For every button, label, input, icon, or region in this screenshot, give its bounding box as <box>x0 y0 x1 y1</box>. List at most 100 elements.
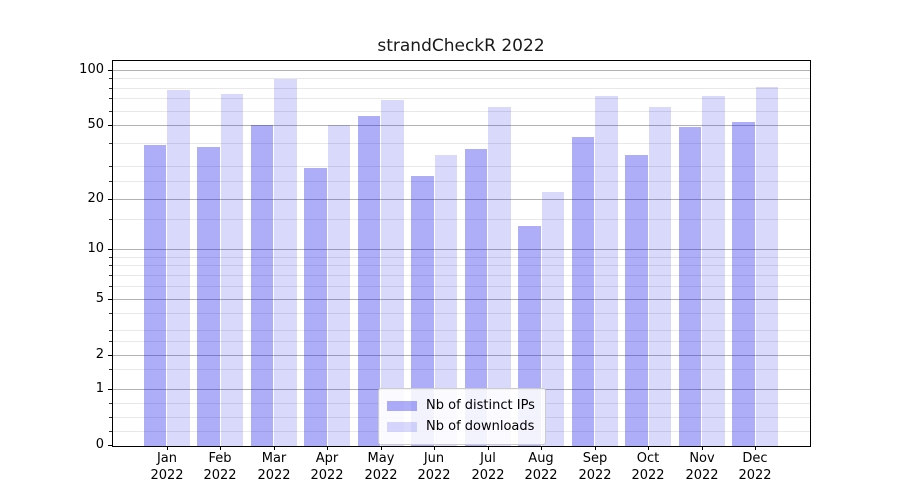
gridline-major <box>113 125 810 126</box>
legend-entry-nb-of-distinct-ips: Nb of distinct IPs <box>387 395 537 416</box>
y-minor-tick-mark <box>109 369 112 370</box>
x-label-month: Apr <box>315 451 339 466</box>
bar-jul-nb-of-distinct-ips <box>464 148 487 446</box>
bar-jun-nb-of-downloads <box>434 155 457 446</box>
bar-apr-nb-of-downloads <box>327 125 350 446</box>
x-label-year: 2022 <box>364 468 398 483</box>
y-minor-tick-mark <box>109 181 112 182</box>
bar-feb-nb-of-downloads <box>220 94 243 446</box>
y-minor-tick-mark <box>109 98 112 99</box>
legend-label-nb-of-distinct-ips: Nb of distinct IPs <box>426 398 535 413</box>
y-tick-label-0: 0 <box>95 437 104 452</box>
y-tick-label-50: 50 <box>87 117 104 132</box>
gridline-minor <box>113 111 810 112</box>
bar-jul-nb-of-downloads <box>488 107 511 446</box>
y-tick-mark <box>108 125 112 126</box>
x-label-year: 2022 <box>738 468 772 483</box>
y-minor-tick-mark <box>109 313 112 314</box>
gridline-minor <box>113 330 810 331</box>
y-tick-mark <box>108 199 112 200</box>
x-label-month: Sep <box>582 451 608 466</box>
x-label-month: Jul <box>480 451 496 466</box>
x-tick-mark <box>381 446 382 450</box>
y-tick-label-1: 1 <box>95 381 104 396</box>
gridline-minor <box>113 257 810 258</box>
x-label-year: 2022 <box>203 468 237 483</box>
gridline-minor <box>113 219 810 220</box>
y-tick-mark <box>108 70 112 71</box>
bar-jan-nb-of-distinct-ips <box>143 144 166 446</box>
chart-title: strandCheckR 2022 <box>377 36 545 56</box>
x-tick-label-apr: Apr 2022 <box>295 450 359 484</box>
x-label-month: Dec <box>742 451 768 466</box>
gridline-major <box>113 70 810 71</box>
bar-apr-nb-of-distinct-ips <box>304 167 327 446</box>
x-label-month: Jan <box>156 451 178 466</box>
x-tick-mark <box>327 446 328 450</box>
legend-entry-nb-of-downloads: Nb of downloads <box>387 416 537 437</box>
y-minor-tick-mark <box>109 341 112 342</box>
bar-mar-nb-of-downloads <box>274 79 297 446</box>
x-tick-label-mar: Mar 2022 <box>242 450 306 484</box>
y-tick-label-20: 20 <box>87 191 104 206</box>
bar-dec-nb-of-downloads <box>755 87 778 446</box>
bar-oct-nb-of-downloads <box>648 107 671 446</box>
y-minor-tick-mark <box>109 111 112 112</box>
bar-dec-nb-of-distinct-ips <box>732 122 755 446</box>
x-label-year: 2022 <box>578 468 612 483</box>
x-label-year: 2022 <box>471 468 505 483</box>
x-tick-label-jan: Jan 2022 <box>135 450 199 484</box>
y-tick-mark <box>108 389 112 390</box>
x-tick-label-aug: Aug 2022 <box>509 450 573 484</box>
y-tick-label-2: 2 <box>95 347 104 362</box>
y-tick-mark <box>108 445 112 446</box>
x-tick-label-jun: Jun 2022 <box>402 450 466 484</box>
y-tick-label-100: 100 <box>79 62 104 77</box>
y-minor-tick-mark <box>109 265 112 266</box>
legend-swatch-nb-of-downloads <box>387 421 417 432</box>
y-tick-mark <box>108 249 112 250</box>
x-tick-label-jul: Jul 2022 <box>456 450 520 484</box>
x-label-month: Jun <box>423 451 445 466</box>
gridline-minor <box>113 78 810 79</box>
y-minor-tick-mark <box>109 431 112 432</box>
y-minor-tick-mark <box>109 219 112 220</box>
bar-nov-nb-of-downloads <box>702 95 725 446</box>
y-minor-tick-mark <box>109 143 112 144</box>
x-label-month: Oct <box>636 451 660 466</box>
x-tick-mark <box>488 446 489 450</box>
bar-mar-nb-of-distinct-ips <box>250 125 273 446</box>
gridline-major <box>113 249 810 250</box>
x-label-year: 2022 <box>150 468 184 483</box>
gridline-minor <box>113 275 810 276</box>
y-minor-tick-mark <box>109 166 112 167</box>
x-tick-mark <box>595 446 596 450</box>
bar-may-nb-of-downloads <box>381 99 404 446</box>
bar-feb-nb-of-distinct-ips <box>197 146 220 446</box>
x-tick-mark <box>274 446 275 450</box>
bar-nov-nb-of-distinct-ips <box>678 126 701 446</box>
legend-swatch-nb-of-distinct-ips <box>387 400 417 411</box>
gridline-major <box>113 299 810 300</box>
x-tick-label-oct: Oct 2022 <box>616 450 680 484</box>
y-tick-mark <box>108 355 112 356</box>
bar-jun-nb-of-distinct-ips <box>411 176 434 446</box>
x-tick-label-sep: Sep 2022 <box>563 450 627 484</box>
y-minor-tick-mark <box>109 330 112 331</box>
x-label-year: 2022 <box>257 468 291 483</box>
x-label-year: 2022 <box>417 468 451 483</box>
y-minor-tick-mark <box>109 403 112 404</box>
x-tick-label-feb: Feb 2022 <box>188 450 252 484</box>
bar-aug-nb-of-downloads <box>541 192 564 446</box>
gridline-major <box>113 199 810 200</box>
gridline-minor <box>113 286 810 287</box>
y-minor-tick-mark <box>109 417 112 418</box>
x-tick-mark <box>167 446 168 450</box>
x-tick-mark <box>702 446 703 450</box>
bar-may-nb-of-distinct-ips <box>357 116 380 446</box>
bar-jan-nb-of-downloads <box>167 90 190 446</box>
gridline-minor <box>113 166 810 167</box>
gridline-minor <box>113 181 810 182</box>
gridline-minor <box>113 313 810 314</box>
